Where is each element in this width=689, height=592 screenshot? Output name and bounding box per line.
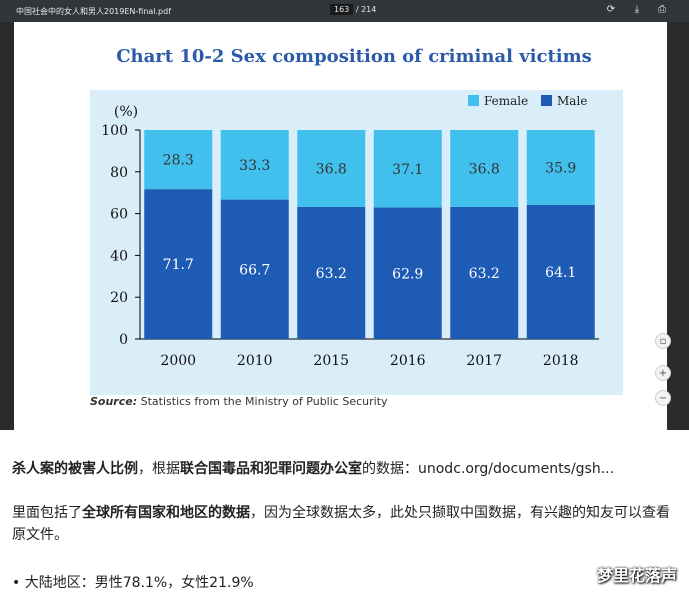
y-tick-label: 80: [110, 165, 128, 181]
chart-title: Chart 10-2 Sex composition of criminal v…: [116, 46, 592, 67]
unodc-name: 联合国毒品和犯罪问题办公室: [180, 461, 362, 477]
data-label-female: 36.8: [316, 161, 347, 177]
all-countries-emphasis: 全球所有国家和地区的数据: [82, 505, 250, 521]
bar-female-2018: [526, 130, 595, 206]
page-indicator: 163 / 214: [330, 4, 377, 15]
chart-source: Source: Statistics from the Ministry of …: [90, 395, 388, 408]
x-tick-label: 2015: [313, 353, 349, 369]
text-span: ，根据: [138, 461, 180, 477]
pdf-viewer: 中国社会中的女人和男人2019EN-final.pdf 163 / 214 ⟳ …: [0, 0, 689, 430]
data-label-male: 62.9: [392, 266, 423, 282]
bar-female-2016: [373, 130, 442, 208]
data-label-male: 64.1: [545, 265, 576, 281]
bar-female-2000: [144, 130, 213, 190]
y-tick-label: 40: [110, 248, 128, 264]
x-tick-label: 2018: [543, 353, 579, 369]
bar-chart: Chart 10-2 Sex composition of criminal v…: [90, 46, 623, 408]
pdf-toolbar: 中国社会中的女人和男人2019EN-final.pdf 163 / 214 ⟳ …: [0, 0, 689, 22]
x-tick-label: 2010: [237, 353, 273, 369]
bar-male-2018: [526, 205, 595, 339]
document-title: 中国社会中的女人和男人2019EN-final.pdf: [16, 7, 172, 16]
y-tick-label: 60: [110, 207, 128, 223]
legend-swatch-female: [468, 95, 479, 106]
bar-female-2015: [297, 130, 366, 207]
paragraph-scope: 里面包括了全球所有国家和地区的数据，因为全球数据太多，此处只撷取中国数据，有兴趣…: [12, 502, 677, 546]
pdf-page: Chart 10-2 Sex composition of criminal v…: [14, 22, 667, 430]
bar-male-2000: [144, 189, 213, 339]
data-label-female: 37.1: [392, 162, 423, 178]
y-tick-label: 0: [119, 332, 128, 348]
print-icon[interactable]: ⎙: [658, 4, 666, 15]
y-tick-label: 20: [110, 290, 128, 306]
article-body: 杀人案的被害人比例，根据联合国毒品和犯罪问题办公室的数据：unodc.org/d…: [0, 430, 689, 592]
text-span: 的数据：: [362, 461, 418, 477]
source-label: Source:: [90, 395, 137, 408]
list-item-mainland: • 大陆地区：男性78.1%，女性21.9%: [12, 575, 254, 591]
data-label-male: 63.2: [469, 266, 500, 282]
data-label-female: 33.3: [239, 158, 270, 174]
bar-male-2017: [450, 206, 519, 339]
text-span: 里面包括了: [12, 505, 82, 521]
rotate-icon[interactable]: ⟳: [606, 4, 616, 15]
bar-male-2010: [220, 199, 289, 339]
download-icon[interactable]: ⤓: [634, 4, 640, 15]
paragraph-source: 杀人案的被害人比例，根据联合国毒品和犯罪问题办公室的数据：unodc.org/d…: [12, 458, 614, 478]
x-tick-label: 2016: [390, 353, 426, 369]
text-span: ，因为全球数据太多，此处只撷取中国数据，有兴趣的知友可以查看原文件。: [12, 505, 670, 543]
y-tick-label: 100: [101, 123, 128, 139]
fit-page-icon[interactable]: ▫: [655, 333, 671, 349]
legend-swatch-male: [541, 95, 552, 106]
zoom-in-icon[interactable]: +: [655, 365, 671, 381]
zoom-out-icon[interactable]: −: [655, 390, 671, 406]
current-page-input[interactable]: 163: [330, 4, 354, 15]
watermark: 梦里花落声: [596, 566, 677, 585]
x-tick-label: 2017: [466, 353, 502, 369]
bar-female-2010: [220, 130, 289, 200]
data-label-male: 71.7: [163, 257, 194, 273]
bar-male-2016: [373, 207, 442, 339]
bar-female-2017: [450, 130, 519, 207]
victim-ratio-heading: 杀人案的被害人比例: [12, 461, 138, 477]
x-tick-label: 2000: [160, 353, 196, 369]
source-text: Statistics from the Ministry of Public S…: [137, 395, 388, 408]
legend-label-female: Female: [484, 94, 528, 108]
page-total: / 214: [355, 5, 377, 14]
bar-male-2015: [297, 206, 366, 339]
unodc-link[interactable]: unodc.org/documents/gsh...: [418, 461, 615, 477]
data-label-male: 63.2: [316, 266, 347, 282]
data-label-female: 28.3: [163, 153, 194, 169]
data-label-female: 35.9: [545, 161, 576, 177]
legend-label-male: Male: [557, 94, 587, 108]
data-label-female: 36.8: [469, 161, 500, 177]
y-axis-label: (%): [114, 104, 138, 120]
data-label-male: 66.7: [239, 262, 270, 278]
